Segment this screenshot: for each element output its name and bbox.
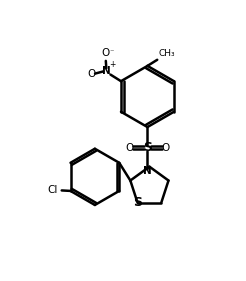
Text: CH₃: CH₃ <box>158 49 175 58</box>
Text: O: O <box>125 143 133 153</box>
Text: ⁻: ⁻ <box>109 47 113 56</box>
Text: +: + <box>109 60 116 69</box>
Text: O: O <box>102 48 110 58</box>
Text: S: S <box>143 141 152 154</box>
Text: S: S <box>133 196 142 209</box>
Text: O: O <box>162 143 170 153</box>
Text: N: N <box>143 166 152 176</box>
Text: Cl: Cl <box>47 185 58 195</box>
Text: O: O <box>87 69 95 79</box>
Text: N: N <box>102 66 111 76</box>
